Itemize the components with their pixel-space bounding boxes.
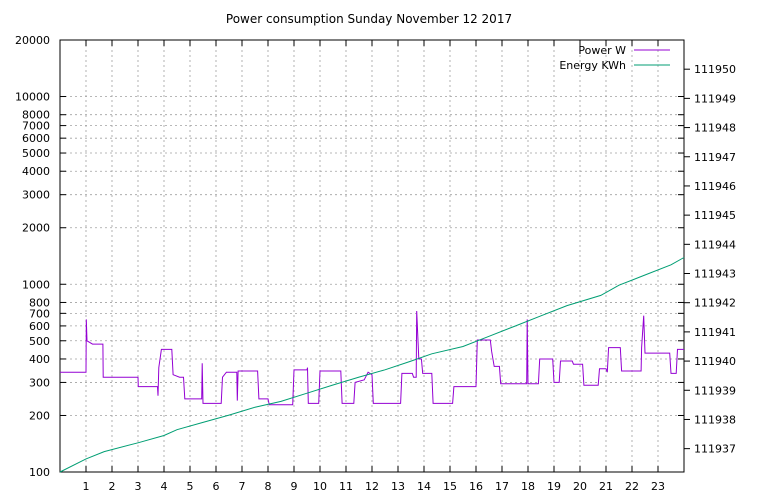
series-line-energy: [59, 257, 685, 473]
y-left-tick-label: 600: [29, 320, 50, 333]
x-tick-label: 16: [469, 480, 483, 493]
x-tick-label: 19: [547, 480, 561, 493]
chart-title: Power consumption Sunday November 12 201…: [226, 12, 512, 26]
y-right-tick-label: 111942: [694, 297, 736, 310]
y-left-tick-label: 200: [29, 409, 50, 422]
x-tick-label: 3: [135, 480, 142, 493]
series-group: [59, 257, 685, 473]
x-tick-label: 15: [443, 480, 457, 493]
y-left-tick-label: 1000: [22, 278, 50, 291]
y-left-tick-label: 700: [29, 307, 50, 320]
x-tick-label: 11: [339, 480, 353, 493]
y-left-tick-label: 400: [29, 353, 50, 366]
y-left-tick-label: 10000: [15, 91, 50, 104]
x-tick-label: 9: [291, 480, 298, 493]
y-right-tick-label: 111950: [694, 63, 736, 76]
y-left-tick-label: 8000: [22, 109, 50, 122]
x-tick-label: 4: [161, 480, 168, 493]
x-tick-label: 21: [599, 480, 613, 493]
series-line-power: [60, 310, 684, 406]
x-tick-label: 6: [213, 480, 220, 493]
x-tick-label: 23: [651, 480, 665, 493]
x-tick-label: 13: [391, 480, 405, 493]
y-left-tick-label: 300: [29, 376, 50, 389]
legend: Power W Energy KWh: [559, 44, 670, 72]
y-right-tick-label: 111948: [694, 122, 736, 135]
x-tick-label: 7: [239, 480, 246, 493]
x-tick-label: 8: [265, 480, 272, 493]
y-right-tick-label: 111937: [694, 443, 736, 456]
y-left-tick-label: 20000: [15, 34, 50, 47]
y-left-tick-label: 5000: [22, 147, 50, 160]
plot-border: [59, 39, 685, 473]
y-right-tick-label: 111945: [694, 209, 736, 222]
x-tick-label: 2: [109, 480, 116, 493]
y-left-tick-label: 6000: [22, 132, 50, 145]
y-right-tick-label: 111943: [694, 268, 736, 281]
y-left-tick-label: 100: [29, 466, 50, 479]
x-tick-label: 5: [187, 480, 194, 493]
x-tick-label: 20: [573, 480, 587, 493]
y-right-tick-label: 111947: [694, 151, 736, 164]
y-right-tick-label: 111946: [694, 180, 736, 193]
y-right-tick-label: 111944: [694, 238, 736, 251]
y-right-tick-label: 111939: [694, 384, 736, 397]
x-tick-label: 22: [625, 480, 639, 493]
y-right-tick-label: 111940: [694, 355, 736, 368]
y-left-tick-label: 2000: [22, 222, 50, 235]
x-tick-label: 1: [83, 480, 90, 493]
y-left-tick-label: 500: [29, 335, 50, 348]
legend-label: Power W: [578, 44, 626, 57]
y-left-tick-label: 7000: [22, 120, 50, 133]
grid: [60, 40, 684, 472]
y-right-tick-label: 111938: [694, 413, 736, 426]
x-tick-label: 12: [365, 480, 379, 493]
y-left-tick-label: 3000: [22, 189, 50, 202]
x-tick-label: 18: [521, 480, 535, 493]
y-right-tick-label: 111949: [694, 92, 736, 105]
x-tick-label: 17: [495, 480, 509, 493]
y-right-tick-label: 111941: [694, 326, 736, 339]
x-tick-label: 14: [417, 480, 431, 493]
y-left-tick-label: 4000: [22, 165, 50, 178]
x-tick-label: 10: [313, 480, 327, 493]
legend-label: Energy KWh: [559, 59, 626, 72]
y-left-tick-label: 800: [29, 296, 50, 309]
